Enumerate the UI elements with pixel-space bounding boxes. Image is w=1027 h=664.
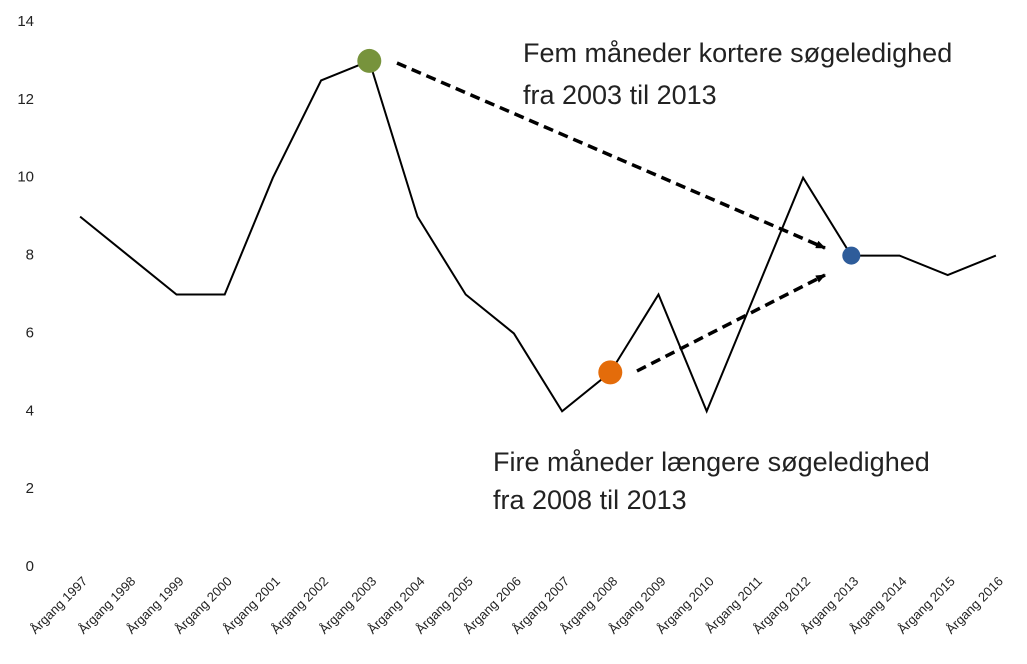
y-tick-label: 0 xyxy=(26,558,34,575)
highlight-marker xyxy=(357,48,382,73)
annotation: Fem måneder kortere søgeledighed xyxy=(523,38,952,68)
arrow xyxy=(636,273,826,373)
annotation: fra 2008 til 2013 xyxy=(493,485,687,515)
highlight-marker xyxy=(598,360,623,385)
y-tick-label: 10 xyxy=(17,169,34,186)
y-tick-label: 4 xyxy=(26,402,34,419)
highlight-marker xyxy=(842,246,861,265)
y-tick-label: 6 xyxy=(26,324,34,341)
annotation: fra 2003 til 2013 xyxy=(523,80,717,110)
annotation: Fire måneder længere søgeledighed xyxy=(493,447,930,477)
y-tick-label: 14 xyxy=(17,13,34,30)
y-tick-label: 12 xyxy=(17,91,34,108)
line xyxy=(79,59,997,414)
arrow xyxy=(396,61,826,250)
y-tick-label: 8 xyxy=(26,247,34,264)
y-tick-label: 2 xyxy=(26,480,34,497)
